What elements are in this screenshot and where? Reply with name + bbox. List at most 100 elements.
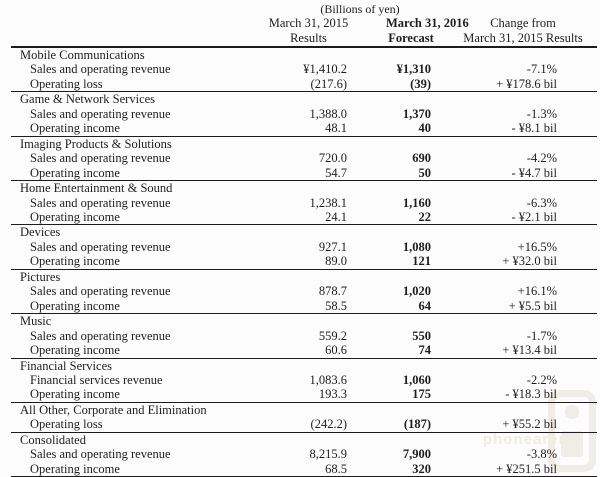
row-label: Sales and operating revenue	[30, 447, 171, 462]
value-change: -1.3%	[526, 106, 557, 121]
value-change: + ¥32.0 bil	[502, 254, 557, 269]
value-forecast: 74	[418, 343, 432, 358]
table-row: Operating loss (242.2) (187) + ¥55.2 bil	[11, 417, 597, 432]
table-row: Operating income 89.0 121 + ¥32.0 bil	[11, 254, 597, 269]
value-results: 48.1	[325, 121, 347, 136]
unit-note: (Billions of yen)	[320, 2, 400, 16]
row-label: Operating income	[30, 121, 120, 136]
row-label: Operating income	[30, 387, 120, 402]
section-header-row: Mobile Communications	[11, 47, 597, 62]
row-label: Operating income	[30, 298, 120, 313]
table-row: Operating income 58.5 64 + ¥5.5 bil	[11, 299, 597, 314]
section-name: All Other, Corporate and Elimination	[20, 402, 207, 417]
value-results: 89.0	[325, 254, 347, 269]
section-name: Consolidated	[20, 432, 86, 447]
section-header-row: Game & Network Services	[11, 92, 597, 107]
value-forecast: 690	[412, 151, 431, 166]
value-forecast: 550	[412, 328, 431, 343]
value-results: 54.7	[325, 165, 347, 180]
forecast-column-header: March 31, 2016 Forecast	[386, 16, 469, 45]
section-header-row: Imaging Products & Solutions	[11, 136, 597, 151]
table-row: Operating loss (217.6) (39) + ¥178.6 bil	[11, 77, 597, 92]
section-name: Music	[20, 314, 52, 329]
segment-section: Pictures Sales and operating revenue 878.7…	[11, 269, 597, 313]
table-row: Operating income 24.1 22 - ¥2.1 bil	[11, 210, 597, 225]
value-results: 927.1	[318, 239, 347, 254]
value-results: 1,238.1	[309, 195, 348, 210]
section-name: Game & Network Services	[20, 92, 156, 107]
row-label: Operating income	[30, 254, 120, 269]
value-forecast: 1,020	[402, 284, 431, 299]
table-row: Sales and operating revenue 8,215.9 7,900 -…	[11, 447, 597, 461]
value-forecast: 320	[412, 461, 431, 476]
row-label: Sales and operating revenue	[30, 328, 171, 343]
value-change: -4.2%	[526, 151, 557, 166]
value-forecast: (39)	[410, 76, 431, 91]
segment-section: Home Entertainment & Sound Sales and oper…	[11, 180, 597, 225]
value-forecast: 1,060	[402, 372, 431, 387]
value-forecast: ¥1,310	[396, 62, 431, 77]
row-label: Sales and operating revenue	[30, 239, 171, 254]
section-name: Mobile Communications	[20, 48, 145, 62]
segment-section: Mobile Communications Sales and operating…	[11, 47, 597, 92]
value-results: 58.5	[325, 298, 347, 313]
table-row: Operating income 48.1 40 - ¥8.1 bil	[11, 121, 597, 136]
value-change: - ¥8.1 bil	[511, 121, 557, 136]
table-row: Financial services revenue 1,083.6 1,060 -2…	[11, 373, 597, 387]
row-label: Sales and operating revenue	[30, 62, 171, 77]
table-row: Sales and operating revenue 1,238.1 1,160 -…	[11, 196, 597, 210]
row-label: Operating income	[30, 209, 120, 224]
value-results: ¥1,410.2	[303, 62, 347, 77]
section-name: Home Entertainment & Sound	[20, 181, 173, 196]
value-change: -6.3%	[526, 195, 557, 210]
row-label: Operating loss	[30, 417, 103, 432]
value-forecast: 1,080	[402, 239, 431, 254]
value-change: + ¥55.2 bil	[502, 417, 557, 432]
value-results: 60.6	[325, 343, 347, 358]
value-results: 1,388.0	[309, 106, 348, 121]
value-forecast: 22	[418, 209, 432, 224]
value-change: - ¥2.1 bil	[511, 209, 557, 224]
value-change: -7.1%	[526, 62, 557, 77]
segment-section: All Other, Corporate and Elimination Oper…	[11, 402, 597, 432]
row-label: Operating loss	[30, 76, 103, 91]
value-results: 68.5	[325, 461, 347, 476]
row-label: Sales and operating revenue	[30, 106, 171, 121]
segment-section: Consolidated Sales and operating revenue 8…	[11, 432, 597, 477]
value-results: 559.2	[318, 328, 347, 343]
row-label: Operating income	[30, 165, 120, 180]
value-forecast: (187)	[403, 417, 431, 432]
value-change: +16.1%	[517, 284, 557, 299]
segment-section: Game & Network Services Sales and operati…	[11, 91, 597, 136]
row-label: Operating income	[30, 461, 120, 476]
value-change: + ¥13.4 bil	[502, 343, 557, 358]
value-forecast: 50	[418, 165, 432, 180]
section-header-row: Devices	[11, 225, 597, 240]
value-change: -3.8%	[526, 447, 557, 462]
change-column-header: Change from March 31, 2015 Results	[463, 16, 583, 45]
watermark: phonearena	[480, 380, 600, 476]
phone-icon	[548, 390, 596, 472]
value-results: 8,215.9	[309, 447, 348, 462]
value-change: +16.5%	[517, 239, 557, 254]
value-results: 1,083.6	[309, 372, 348, 387]
value-results: (217.6)	[310, 76, 347, 91]
row-label: Sales and operating revenue	[30, 284, 171, 299]
value-change: + ¥178.6 bil	[496, 76, 557, 91]
results-column-header: March 31, 2015 Results	[268, 16, 349, 45]
value-forecast: 1,160	[402, 195, 431, 210]
row-label: Financial services revenue	[30, 372, 163, 387]
value-forecast: 64	[418, 298, 432, 313]
value-forecast: 175	[412, 387, 431, 402]
value-change: + ¥5.5 bil	[508, 298, 557, 313]
value-results: 24.1	[325, 209, 347, 224]
table-header: March 31, 2015 Results March 31, 2016 Fo…	[11, 16, 597, 47]
section-header-row: All Other, Corporate and Elimination	[11, 402, 597, 417]
segment-section: Imaging Products & Solutions Sales and op…	[11, 136, 597, 180]
section-name: Pictures	[20, 269, 61, 284]
row-label: Sales and operating revenue	[30, 195, 171, 210]
section-header-row: Consolidated	[11, 432, 597, 447]
value-forecast: 7,900	[402, 447, 431, 462]
value-change: -2.2%	[526, 372, 557, 387]
